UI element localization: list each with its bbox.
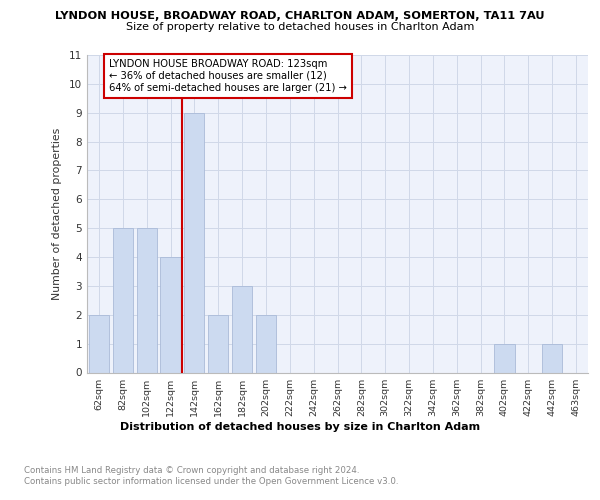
Text: Contains public sector information licensed under the Open Government Licence v3: Contains public sector information licen… <box>24 478 398 486</box>
Bar <box>89 315 109 372</box>
Text: Size of property relative to detached houses in Charlton Adam: Size of property relative to detached ho… <box>126 22 474 32</box>
Bar <box>208 315 229 372</box>
Bar <box>160 257 181 372</box>
Bar <box>494 344 515 372</box>
Bar <box>137 228 157 372</box>
Text: Contains HM Land Registry data © Crown copyright and database right 2024.: Contains HM Land Registry data © Crown c… <box>24 466 359 475</box>
Text: LYNDON HOUSE, BROADWAY ROAD, CHARLTON ADAM, SOMERTON, TA11 7AU: LYNDON HOUSE, BROADWAY ROAD, CHARLTON AD… <box>55 11 545 21</box>
Bar <box>232 286 252 372</box>
Bar <box>542 344 562 372</box>
Bar <box>256 315 276 372</box>
Bar <box>113 228 133 372</box>
Y-axis label: Number of detached properties: Number of detached properties <box>52 128 62 300</box>
Text: LYNDON HOUSE BROADWAY ROAD: 123sqm
← 36% of detached houses are smaller (12)
64%: LYNDON HOUSE BROADWAY ROAD: 123sqm ← 36%… <box>109 60 347 92</box>
Bar <box>184 112 205 372</box>
Text: Distribution of detached houses by size in Charlton Adam: Distribution of detached houses by size … <box>120 422 480 432</box>
